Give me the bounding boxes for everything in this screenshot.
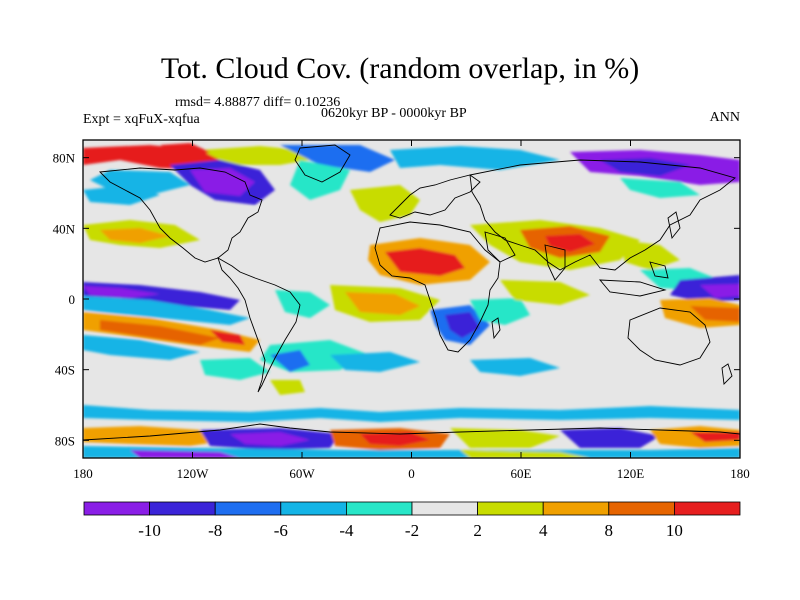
- period-label: 0620kyr BP - 0000kyr BP: [321, 106, 467, 121]
- colorbar-label: 4: [539, 521, 548, 540]
- anomaly-patch: [83, 286, 160, 298]
- colorbar-label: -4: [339, 521, 354, 540]
- anomaly-patch: [620, 178, 700, 198]
- anomaly-patch: [83, 296, 250, 325]
- x-tick-label: 0: [408, 466, 415, 481]
- anomaly-patch: [385, 248, 465, 276]
- colorbar-swatch: [477, 501, 544, 516]
- latitude-axis: 80N 40N 0 40S 80S: [53, 151, 740, 448]
- anomaly-patch: [560, 428, 660, 448]
- x-tick-label: 120W: [177, 466, 210, 481]
- y-tick-label: 40S: [55, 363, 75, 378]
- season-label: ANN: [709, 110, 740, 125]
- anomaly-patch: [160, 143, 210, 158]
- x-tick-label: 60W: [289, 466, 315, 481]
- y-tick-label: 80N: [53, 151, 76, 166]
- colorbar-swatch: [674, 501, 741, 516]
- anomaly-patch: [690, 306, 740, 322]
- anomaly-patch: [230, 205, 310, 240]
- anomaly-patch: [240, 255, 320, 285]
- anomaly-patch: [620, 240, 680, 270]
- anomaly-patch: [545, 234, 595, 252]
- colorbar-label: 2: [473, 521, 482, 540]
- anomaly-patch: [360, 432, 430, 446]
- anomaly-patch: [100, 320, 220, 345]
- colorbar-label: -8: [208, 521, 222, 540]
- colorbar-label: -10: [138, 521, 161, 540]
- colorbar-swatch: [280, 501, 347, 516]
- colorbar-label: -2: [405, 521, 419, 540]
- anomaly-patch: [83, 426, 230, 446]
- anomaly-patch: [600, 158, 690, 176]
- experiment-label: Expt = xqFuX-xqfua: [83, 112, 200, 127]
- coastlines: [83, 144, 740, 441]
- anomaly-patch: [290, 160, 350, 200]
- colorbar-swatch: [542, 501, 610, 516]
- anomaly-patch: [390, 146, 560, 170]
- y-tick-label: 80S: [55, 433, 75, 448]
- anomaly-patch: [130, 450, 240, 458]
- colorbar-label: 8: [605, 521, 614, 540]
- anomaly-patch: [330, 352, 420, 372]
- colorbar-swatch: [411, 501, 478, 516]
- anomaly-patch: [690, 432, 740, 442]
- anomaly-patch: [230, 432, 310, 446]
- anomaly-patch: [190, 168, 255, 196]
- colorbar-swatch: [83, 501, 150, 516]
- anomaly-patch: [500, 280, 590, 305]
- rmsd-diff-label: rmsd= 4.88877 diff= 0.10236: [175, 95, 341, 110]
- colorbar-labels: -10 -8 -6 -4 -2 2 4 8 10: [138, 521, 683, 540]
- anomaly-patch: [270, 380, 305, 395]
- colorbar-swatch: [608, 501, 675, 516]
- x-tick-label: 180: [730, 466, 750, 481]
- colorbar-swatch: [345, 501, 413, 516]
- x-tick-label: 60E: [511, 466, 532, 481]
- colorbar-swatch: [214, 501, 282, 516]
- anomaly-patch: [210, 330, 245, 345]
- anomaly-patch: [83, 405, 740, 422]
- anomaly-patch: [280, 145, 395, 172]
- colorbar: [83, 501, 741, 516]
- x-tick-label: 180: [73, 466, 93, 481]
- anomaly-patch: [470, 358, 560, 376]
- colorbar-label: -6: [274, 521, 288, 540]
- anomaly-patch: [83, 335, 200, 360]
- anomaly-patch: [345, 292, 420, 315]
- anomaly-patch: [200, 146, 320, 165]
- anomaly-patch: [200, 358, 270, 380]
- y-tick-label: 0: [69, 292, 76, 307]
- anomaly-patch: [275, 290, 330, 318]
- anomaly-patch: [450, 428, 560, 448]
- anomaly-patch: [100, 228, 170, 243]
- anomaly-patch: [470, 298, 530, 325]
- anomaly-patch: [270, 350, 310, 372]
- anomaly-patch: [700, 284, 740, 298]
- colorbar-swatch: [149, 501, 216, 516]
- x-tick-label: 120E: [617, 466, 645, 481]
- anomaly-patch: [460, 450, 590, 458]
- y-tick-label: 40N: [53, 221, 76, 236]
- plot-title: Tot. Cloud Cov. (random overlap, in %): [160, 52, 640, 85]
- colorbar-label: 10: [666, 521, 683, 540]
- anomaly-patch: [83, 185, 160, 205]
- anomaly-patch: [445, 312, 480, 338]
- anomaly-patch: [350, 185, 420, 222]
- longitude-axis: 180 120W 60W 0 60E 120E 180: [73, 140, 750, 481]
